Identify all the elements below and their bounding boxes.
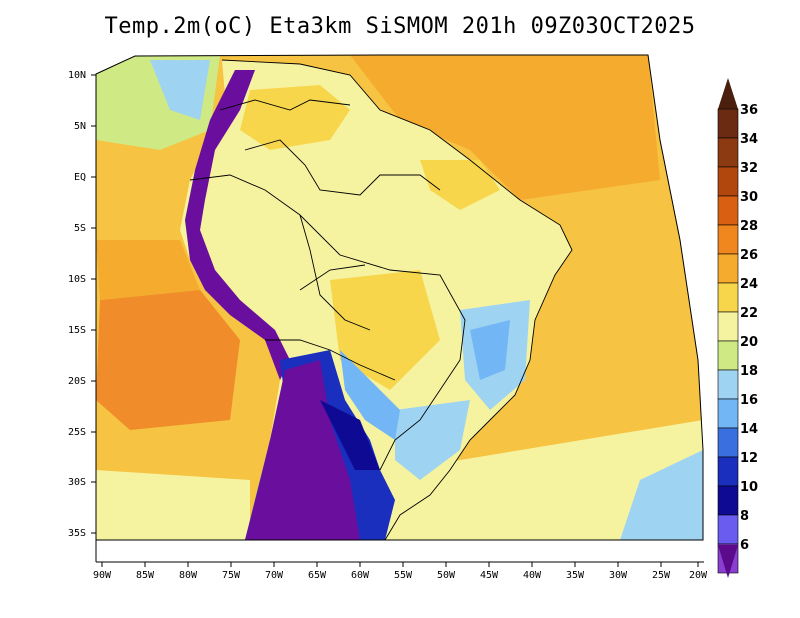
colorbar: 36 34 32 30 28 26 24 22 20 18 16 14 12 1… xyxy=(717,78,758,578)
lon-label: 45W xyxy=(480,570,499,581)
colorbar-box xyxy=(717,195,739,226)
andes-cold-strip xyxy=(185,70,290,380)
map-domain xyxy=(96,55,703,540)
cool-south-brazil xyxy=(395,400,470,480)
lat-label: 5N xyxy=(74,121,86,132)
colorbar-box xyxy=(717,456,739,487)
colorbar-box xyxy=(717,485,739,516)
country-boundaries xyxy=(189,59,573,540)
colder-highlands-east xyxy=(470,320,510,380)
cool-atlantic-south xyxy=(380,420,703,540)
lon-label: 80W xyxy=(179,570,198,581)
pampas-cold xyxy=(320,400,380,470)
lon-label: 40W xyxy=(523,570,542,581)
colorbar-bottom-arrow xyxy=(718,545,738,578)
lat-ticks xyxy=(91,74,96,534)
map-frame xyxy=(95,54,704,541)
lon-label: 65W xyxy=(308,570,327,581)
cold-atlantic-edge xyxy=(620,450,703,540)
cool-pacific-south xyxy=(96,470,250,540)
longitude-labels: 90W 85W 80W 75W 70W 65W 60W 55W 50W 45W … xyxy=(93,570,708,581)
colorbar-label: 10 xyxy=(740,480,758,495)
colorbar-box xyxy=(717,282,739,313)
colorbar-label: 18 xyxy=(740,364,758,379)
colorbar-label: 20 xyxy=(740,335,758,350)
colorbar-boxes xyxy=(717,108,739,574)
colorbar-box xyxy=(717,253,739,284)
colorbar-label: 30 xyxy=(740,190,758,205)
map-title: Temp.2m(oC) Eta3km SiSMOM 201h 09Z03OCT2… xyxy=(104,14,696,39)
pacific-band xyxy=(96,240,200,300)
colorbar-label: 32 xyxy=(740,161,758,176)
lat-label: 10N xyxy=(68,70,86,81)
colorbar-box xyxy=(717,369,739,400)
lon-ticks xyxy=(101,562,699,567)
lon-label: 30W xyxy=(609,570,628,581)
lat-label: 35S xyxy=(68,528,86,539)
warm-land-patch-northeast xyxy=(420,160,500,210)
lon-label: 60W xyxy=(351,570,370,581)
chaco-cool xyxy=(340,350,400,440)
cool-pacific-core xyxy=(150,60,210,120)
patagonia-very-cold xyxy=(245,360,360,540)
colorbar-label: 12 xyxy=(740,451,758,466)
warm-atlantic-area xyxy=(350,55,660,200)
colorbar-box xyxy=(717,398,739,429)
lon-label: 50W xyxy=(437,570,456,581)
colorbar-box xyxy=(717,340,739,371)
colorbar-label: 34 xyxy=(740,132,758,147)
lon-label: 70W xyxy=(265,570,284,581)
lat-label: 15S xyxy=(68,325,86,336)
colorbar-box xyxy=(717,514,739,545)
colorbar-label: 22 xyxy=(740,306,758,321)
colorbar-box xyxy=(717,311,739,342)
colorbar-box xyxy=(717,166,739,197)
lat-label: 20S xyxy=(68,376,86,387)
warm-land-patch-center xyxy=(330,270,440,390)
colorbar-box xyxy=(717,224,739,255)
lon-label: 55W xyxy=(394,570,413,581)
colorbar-labels: 36 34 32 30 28 26 24 22 20 18 16 14 12 1… xyxy=(740,103,758,553)
colorbar-label: 26 xyxy=(740,248,758,263)
colorbar-label: 6 xyxy=(740,538,749,553)
colorbar-top-arrow xyxy=(718,78,738,109)
colorbar-label: 8 xyxy=(740,509,749,524)
lon-label: 75W xyxy=(222,570,241,581)
lon-label: 90W xyxy=(93,570,112,581)
colorbar-box xyxy=(717,137,739,168)
colorbar-label: 14 xyxy=(740,422,758,437)
lon-label: 20W xyxy=(689,570,708,581)
latitude-labels: 10N 5N EQ 5S 10S 15S 20S 25S 30S 35S xyxy=(68,70,86,539)
lat-label: 25S xyxy=(68,427,86,438)
colorbar-label: 24 xyxy=(740,277,758,292)
colorbar-box xyxy=(717,108,739,139)
lat-label: 5S xyxy=(74,223,86,234)
colorbar-box xyxy=(717,427,739,458)
lon-label: 25W xyxy=(652,570,671,581)
colorbar-label: 28 xyxy=(740,219,758,234)
lat-label: EQ xyxy=(74,172,86,183)
warm-pacific-area xyxy=(96,290,240,430)
lon-label: 85W xyxy=(136,570,155,581)
lat-label: 10S xyxy=(68,274,86,285)
lat-label: 30S xyxy=(68,477,86,488)
colorbar-label: 36 xyxy=(740,103,758,118)
lon-label: 35W xyxy=(566,570,585,581)
colorbar-label: 16 xyxy=(740,393,758,408)
